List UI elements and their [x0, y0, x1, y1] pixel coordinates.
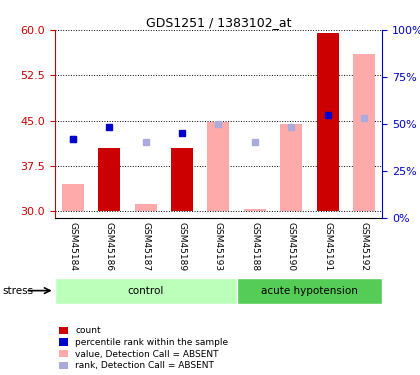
Bar — [171, 148, 193, 211]
Bar — [55, 278, 236, 304]
Text: stress: stress — [2, 286, 33, 296]
Legend: count, percentile rank within the sample, value, Detection Call = ABSENT, rank, : count, percentile rank within the sample… — [59, 326, 228, 370]
Text: GSM45190: GSM45190 — [287, 222, 296, 272]
Bar — [98, 148, 120, 211]
Bar — [317, 33, 339, 212]
Title: GDS1251 / 1383102_at: GDS1251 / 1383102_at — [146, 16, 291, 29]
Text: GSM45187: GSM45187 — [141, 222, 150, 272]
Text: GSM45192: GSM45192 — [360, 222, 368, 271]
Text: GSM45184: GSM45184 — [68, 222, 77, 271]
Bar — [135, 204, 157, 212]
Text: GSM45193: GSM45193 — [214, 222, 223, 272]
Bar — [62, 184, 84, 211]
Text: GSM45189: GSM45189 — [178, 222, 186, 272]
Bar — [280, 124, 302, 211]
Text: acute hypotension: acute hypotension — [261, 286, 358, 296]
Text: GSM45186: GSM45186 — [105, 222, 114, 272]
Bar — [236, 278, 382, 304]
Bar — [244, 209, 266, 212]
Text: control: control — [127, 286, 164, 296]
Text: GSM45191: GSM45191 — [323, 222, 332, 272]
Text: GSM45188: GSM45188 — [250, 222, 259, 272]
Bar — [353, 54, 375, 211]
Bar — [207, 122, 229, 211]
